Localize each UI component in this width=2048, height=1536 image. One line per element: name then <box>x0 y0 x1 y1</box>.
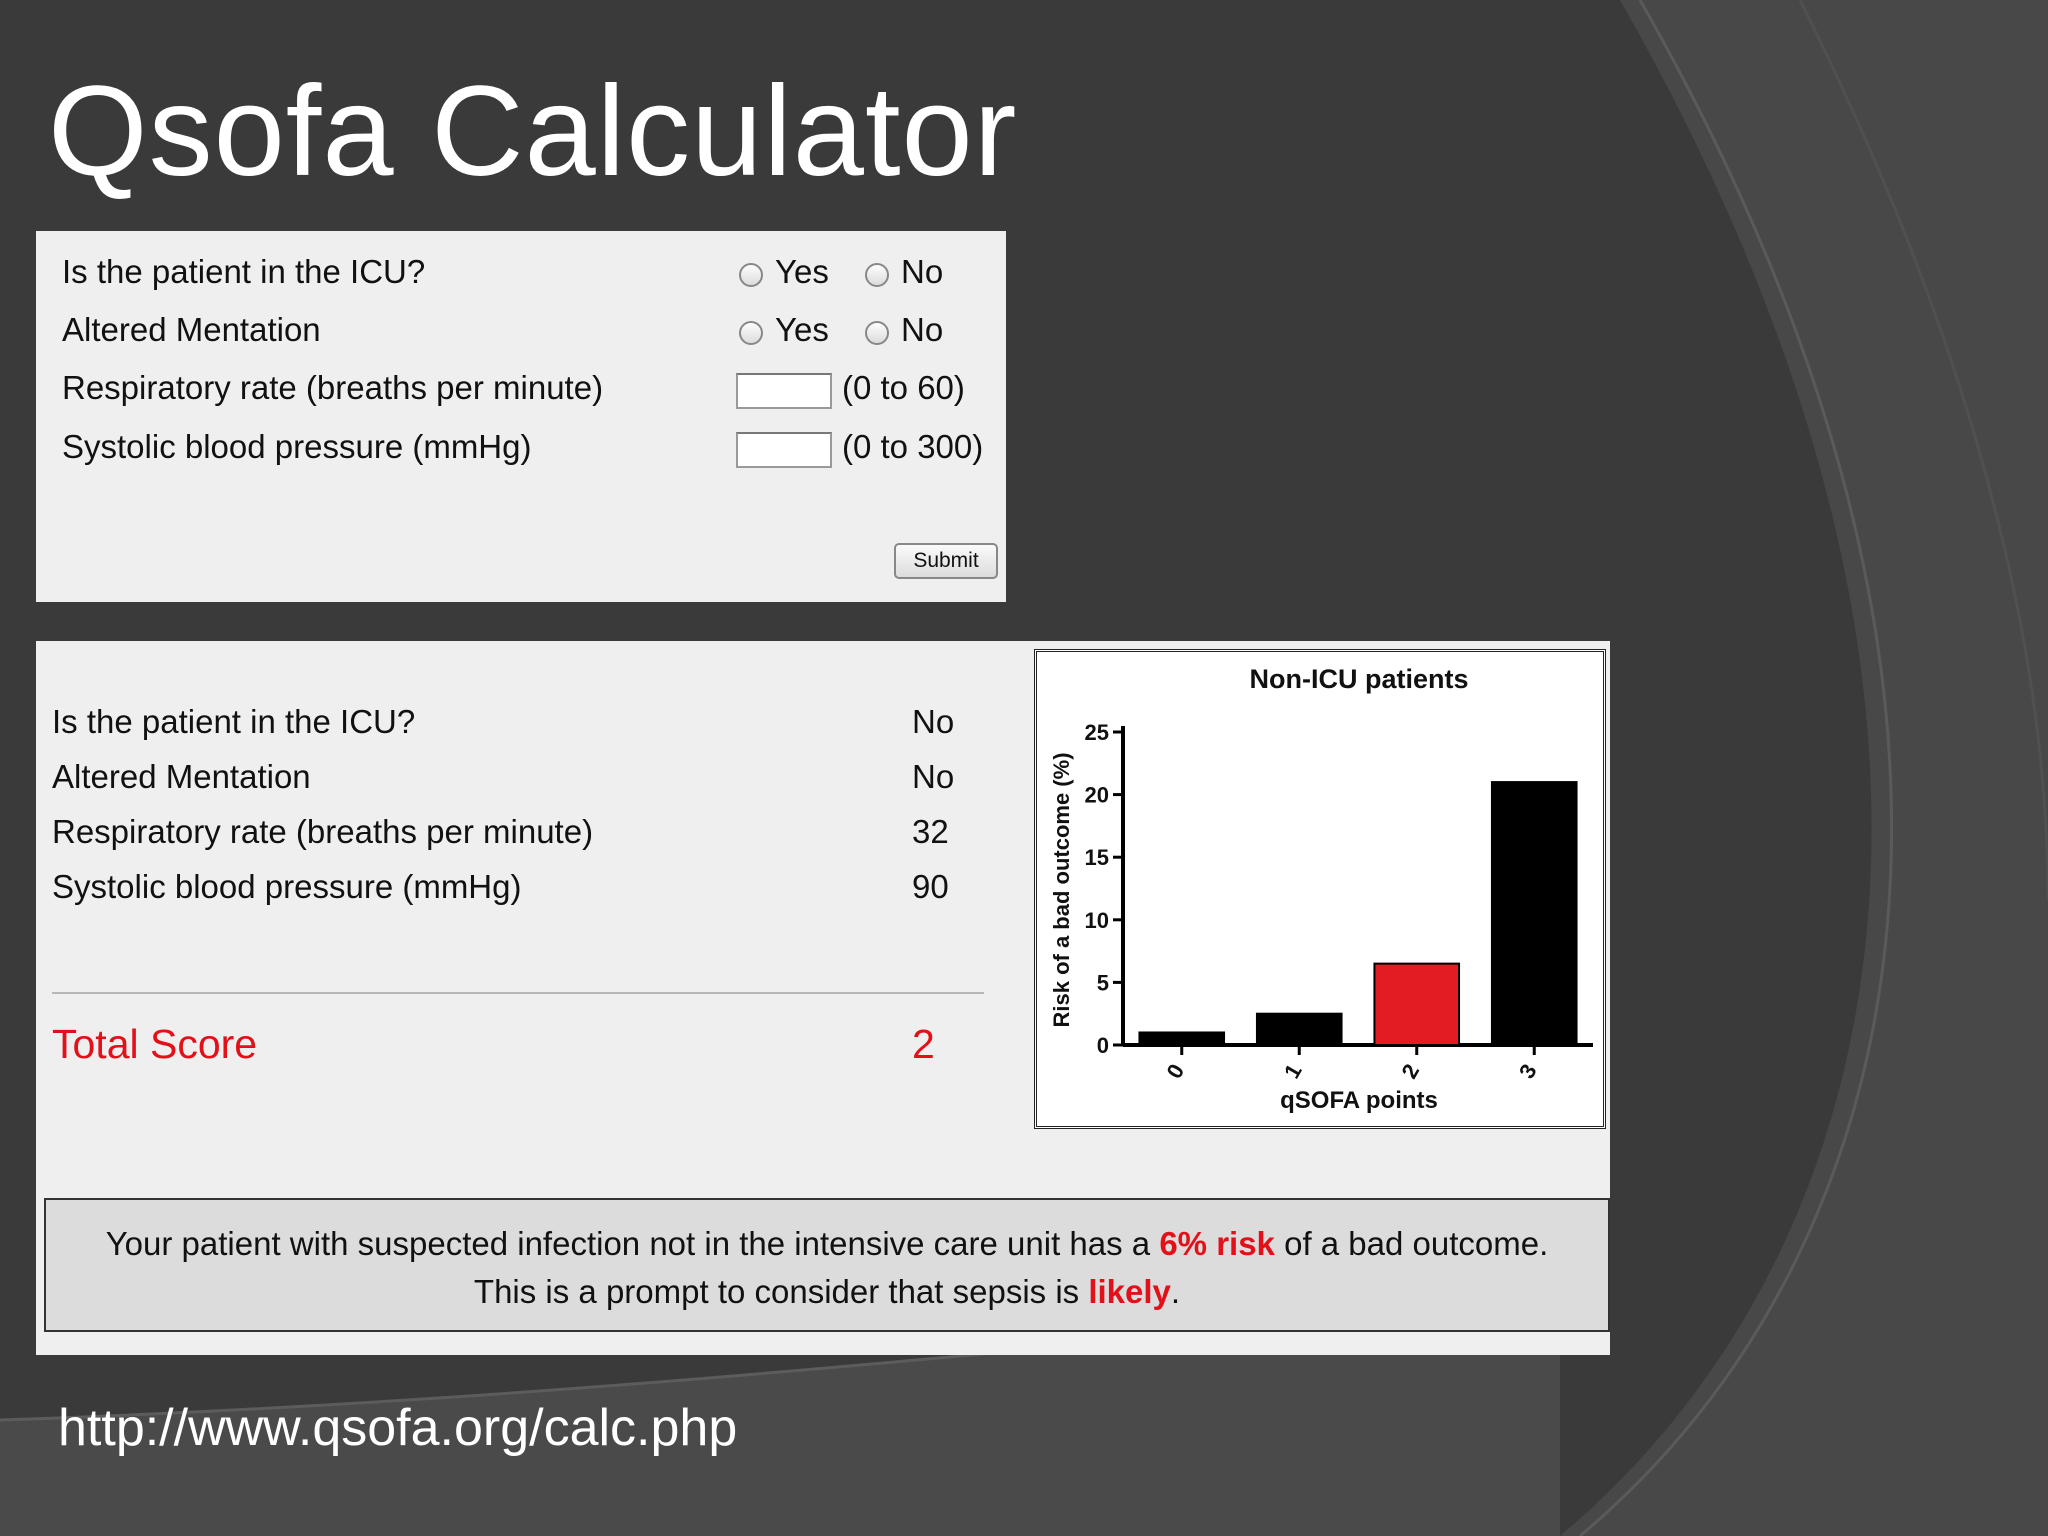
chart-bar-0 <box>1138 1031 1226 1047</box>
respiratory-rate-input[interactable] <box>736 373 832 409</box>
qsofa-results: Is the patient in the ICU? No Altered Me… <box>36 641 1610 1355</box>
chart-ylabel: Risk of a bad outcome (%) <box>1049 752 1074 1027</box>
risk-message: Your patient with suspected infection no… <box>44 1198 1610 1332</box>
chart-y-tick-label: 10 <box>1085 908 1109 933</box>
chart-title: Non-ICU patients <box>1250 664 1469 694</box>
result-icu-value: No <box>912 703 955 740</box>
icu-no-label: No <box>901 253 944 290</box>
chart-y-tick-label: 0 <box>1097 1033 1109 1058</box>
result-icu-label: Is the patient in the ICU? <box>52 703 416 740</box>
result-respiratory-label: Respiratory rate (breaths per minute) <box>52 813 594 850</box>
chart-x-tick-label: 3 <box>1514 1060 1542 1083</box>
respiratory-rate-label: Respiratory rate (breaths per minute) <box>62 369 604 406</box>
systolic-bp-range: (0 to 300) <box>842 428 984 465</box>
chart-x-tick-label: 0 <box>1161 1060 1189 1083</box>
result-mentation-value: No <box>912 758 955 795</box>
mentation-yes-radio[interactable] <box>739 321 763 345</box>
respiratory-rate-range: (0 to 60) <box>842 369 965 406</box>
sepsis-likely-highlight: likely <box>1088 1273 1171 1310</box>
chart-x-tick-label: 2 <box>1396 1060 1424 1083</box>
chart-bar-1 <box>1255 1012 1343 1047</box>
risk-message-line2: This is a prompt to consider that sepsis… <box>46 1268 1608 1316</box>
chart-y-tick-label: 25 <box>1085 720 1109 745</box>
results-divider <box>52 992 984 994</box>
systolic-bp-label: Systolic blood pressure (mmHg) <box>62 428 532 465</box>
icu-yes-radio[interactable] <box>739 263 763 287</box>
chart-y-tick-label: 15 <box>1085 845 1109 870</box>
risk-percent-highlight: 6% risk <box>1159 1225 1275 1262</box>
message-line1-post: of a bad outcome. <box>1274 1225 1549 1262</box>
message-line2-pre: This is a prompt to consider that sepsis… <box>473 1273 1089 1310</box>
risk-message-line1: Your patient with suspected infection no… <box>46 1220 1608 1268</box>
chart-xlabel: qSOFA points <box>1280 1087 1438 1114</box>
slide-title: Qsofa Calculator <box>48 60 1018 203</box>
chart-y-tick-label: 5 <box>1097 970 1109 995</box>
risk-chart: Non-ICU patients Risk of a bad outcome (… <box>1034 649 1606 1129</box>
chart-bar-3 <box>1490 781 1578 1047</box>
qsofa-input-form: Is the patient in the ICU? Yes No Altere… <box>36 231 1006 602</box>
total-score-label: Total Score <box>52 1021 258 1067</box>
mentation-no-radio[interactable] <box>865 321 889 345</box>
result-systolic-label: Systolic blood pressure (mmHg) <box>52 868 522 905</box>
chart-x-tick-label: 1 <box>1279 1060 1307 1083</box>
result-mentation-label: Altered Mentation <box>52 758 311 795</box>
icu-no-radio[interactable] <box>865 263 889 287</box>
message-line2-post: . <box>1170 1273 1181 1310</box>
chart-bar-2 <box>1373 962 1461 1046</box>
total-score-value: 2 <box>912 1021 935 1067</box>
message-line1-pre: Your patient with suspected infection no… <box>105 1225 1160 1262</box>
chart-y-tick-label: 20 <box>1085 783 1109 808</box>
mentation-no-label: No <box>901 311 944 348</box>
systolic-bp-input[interactable] <box>736 432 832 468</box>
source-url: http://www.qsofa.org/calc.php <box>58 1399 738 1457</box>
result-respiratory-value: 32 <box>912 813 949 850</box>
mentation-yes-label: Yes <box>775 311 829 348</box>
mentation-question-label: Altered Mentation <box>62 311 321 348</box>
submit-button[interactable]: Submit <box>894 543 998 579</box>
risk-chart-svg: Non-ICU patients Risk of a bad outcome (… <box>1049 664 1593 1114</box>
result-systolic-value: 90 <box>912 868 949 905</box>
icu-yes-label: Yes <box>775 253 829 290</box>
icu-question-label: Is the patient in the ICU? <box>62 253 426 290</box>
